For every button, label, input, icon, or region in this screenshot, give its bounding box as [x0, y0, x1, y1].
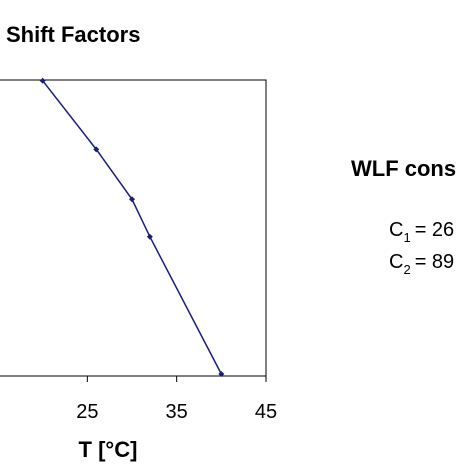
data-point	[146, 233, 153, 240]
x-axis-label: T [°C]	[79, 437, 138, 462]
series-line	[42, 80, 222, 375]
c2-subscript: 2	[403, 262, 410, 277]
c1-value: = 26	[415, 219, 454, 241]
x-tick-label: 35	[166, 401, 188, 423]
wlf-c1: C1 = 26	[389, 219, 454, 245]
data-point	[129, 196, 135, 203]
wlf-constants-title: WLF cons	[351, 156, 456, 181]
c1-subscript: 1	[403, 230, 410, 245]
x-tick-label: 25	[76, 401, 98, 423]
wlf-c2: C2 = 89	[389, 251, 454, 277]
plot-frame	[0, 79, 267, 377]
c2-value: = 89	[415, 251, 454, 273]
x-tick-label: 45	[255, 401, 277, 423]
chart-title: Shift Factors	[6, 22, 140, 47]
data-point	[218, 371, 225, 377]
series-layer	[39, 77, 225, 377]
data-point	[93, 146, 100, 153]
data-point	[39, 77, 46, 84]
c2-symbol: C	[389, 251, 403, 273]
c1-symbol: C	[389, 219, 403, 241]
x-axis-ticks: 25 35 45	[76, 376, 277, 423]
plot-area	[0, 79, 267, 377]
